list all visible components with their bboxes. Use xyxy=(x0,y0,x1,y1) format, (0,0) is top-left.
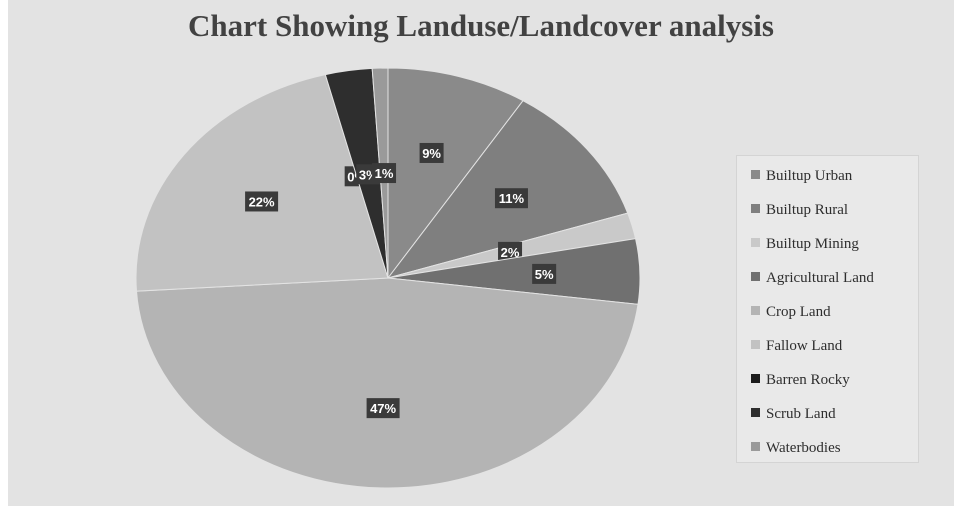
legend-swatch xyxy=(751,238,760,247)
svg-text:11%: 11% xyxy=(499,191,525,206)
svg-text:5%: 5% xyxy=(535,267,554,282)
data-label-agricultural-land: 5% xyxy=(532,263,557,284)
legend-item-fallow-land: Fallow Land xyxy=(751,336,918,370)
legend-item-barren-rocky: Barren Rocky xyxy=(751,370,918,404)
svg-text:9%: 9% xyxy=(422,146,441,161)
legend-swatch xyxy=(751,306,760,315)
legend-label: Builtup Mining xyxy=(766,236,859,252)
legend-label: Builtup Urban xyxy=(766,168,853,184)
svg-text:2%: 2% xyxy=(501,245,520,260)
legend-item-builtup-urban: Builtup Urban xyxy=(751,166,918,200)
data-label-builtup-mining: 2% xyxy=(498,241,523,262)
legend-label: Fallow Land xyxy=(766,338,843,354)
legend-swatch xyxy=(751,170,760,179)
legend-label: Builtup Rural xyxy=(766,202,849,218)
pie-slice-fallow-land xyxy=(135,74,389,292)
svg-text:47%: 47% xyxy=(370,401,396,416)
legend-item-waterbodies: Waterbodies xyxy=(751,438,918,472)
legend-item-crop-land: Crop Land xyxy=(751,302,918,336)
data-label-waterbodies: 1% xyxy=(372,163,397,184)
data-label-fallow-land: 22% xyxy=(245,191,279,212)
chart-title: Chart Showing Landuse/Landcover analysis xyxy=(188,8,774,43)
legend-swatch xyxy=(751,272,760,281)
legend-swatch xyxy=(751,204,760,213)
legend-item-scrub-land: Scrub Land xyxy=(751,404,918,438)
legend-label: Crop Land xyxy=(766,304,831,320)
legend-label: Barren Rocky xyxy=(766,372,850,388)
data-label-crop-land: 47% xyxy=(366,398,400,419)
data-label-builtup-urban: 9% xyxy=(419,142,444,163)
legend-swatch xyxy=(751,374,760,383)
legend-label: Agricultural Land xyxy=(766,270,874,286)
chart-legend: Builtup Urban Builtup Rural Builtup Mining… xyxy=(736,155,919,463)
legend-item-builtup-rural: Builtup Rural xyxy=(751,200,918,234)
legend-item-agricultural-land: Agricultural Land xyxy=(751,268,918,302)
data-label-builtup-rural: 11% xyxy=(494,188,528,209)
pie-chart: 9%11%2%5%47%22%0%3%1% xyxy=(135,67,641,489)
legend-swatch xyxy=(751,340,760,349)
svg-text:22%: 22% xyxy=(249,194,275,209)
chart-area: Chart Showing Landuse/Landcover analysis… xyxy=(8,0,954,506)
legend-swatch xyxy=(751,442,760,451)
svg-text:1%: 1% xyxy=(375,166,394,181)
legend-item-builtup-mining: Builtup Mining xyxy=(751,234,918,268)
legend-label: Waterbodies xyxy=(766,440,841,456)
legend-swatch xyxy=(751,408,760,417)
pie-slice-builtup-urban xyxy=(387,67,524,280)
legend-label: Scrub Land xyxy=(766,406,836,422)
pie-slice-crop-land xyxy=(135,277,639,489)
